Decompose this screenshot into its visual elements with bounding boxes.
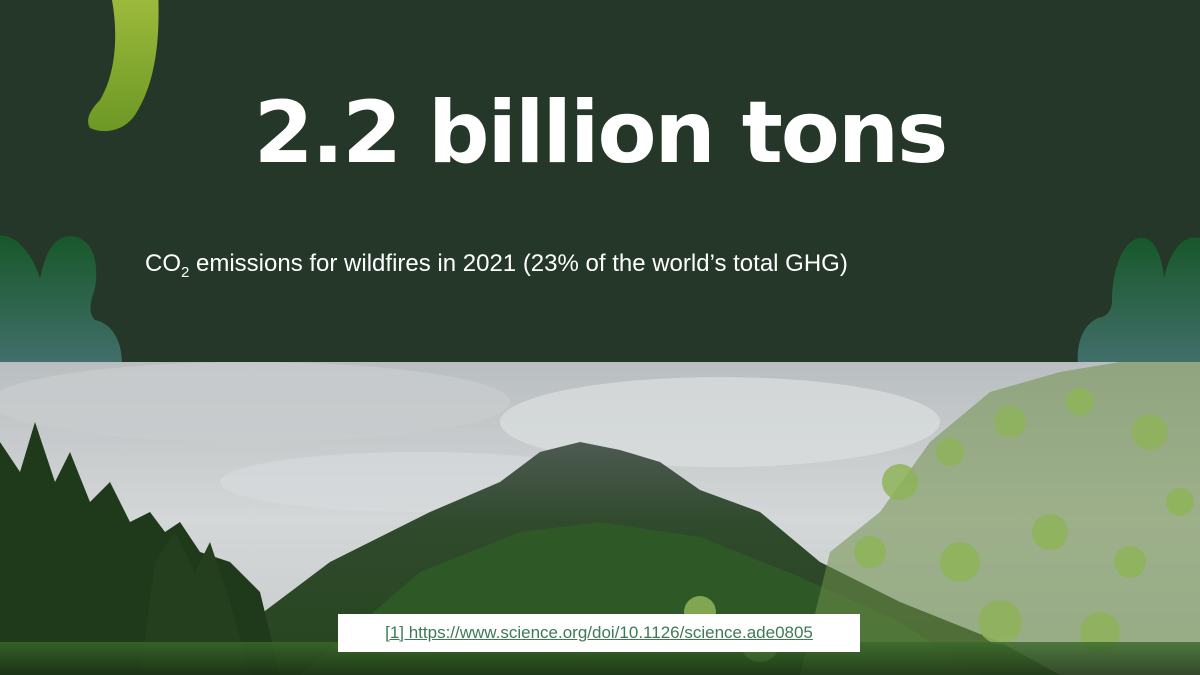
subtitle: CO2 emissions for wildfires in 2021 (23%…	[145, 250, 1045, 282]
citation-box: [1] https://www.science.org/doi/10.1126/…	[338, 614, 860, 652]
headline: 2.2 billion tons	[253, 83, 949, 183]
leaf-cluster-icon	[0, 235, 122, 364]
subtitle-rest: emissions for wildfires in 2021 (23% of …	[189, 250, 848, 277]
header-panel	[0, 0, 1200, 362]
banana-shape-icon	[88, 0, 159, 132]
citation-link[interactable]: [1] https://www.science.org/doi/10.1126/…	[385, 623, 813, 642]
leaf-cluster-icon	[1077, 237, 1200, 364]
subtitle-co: CO	[145, 250, 181, 277]
subtitle-subscript: 2	[181, 264, 190, 281]
